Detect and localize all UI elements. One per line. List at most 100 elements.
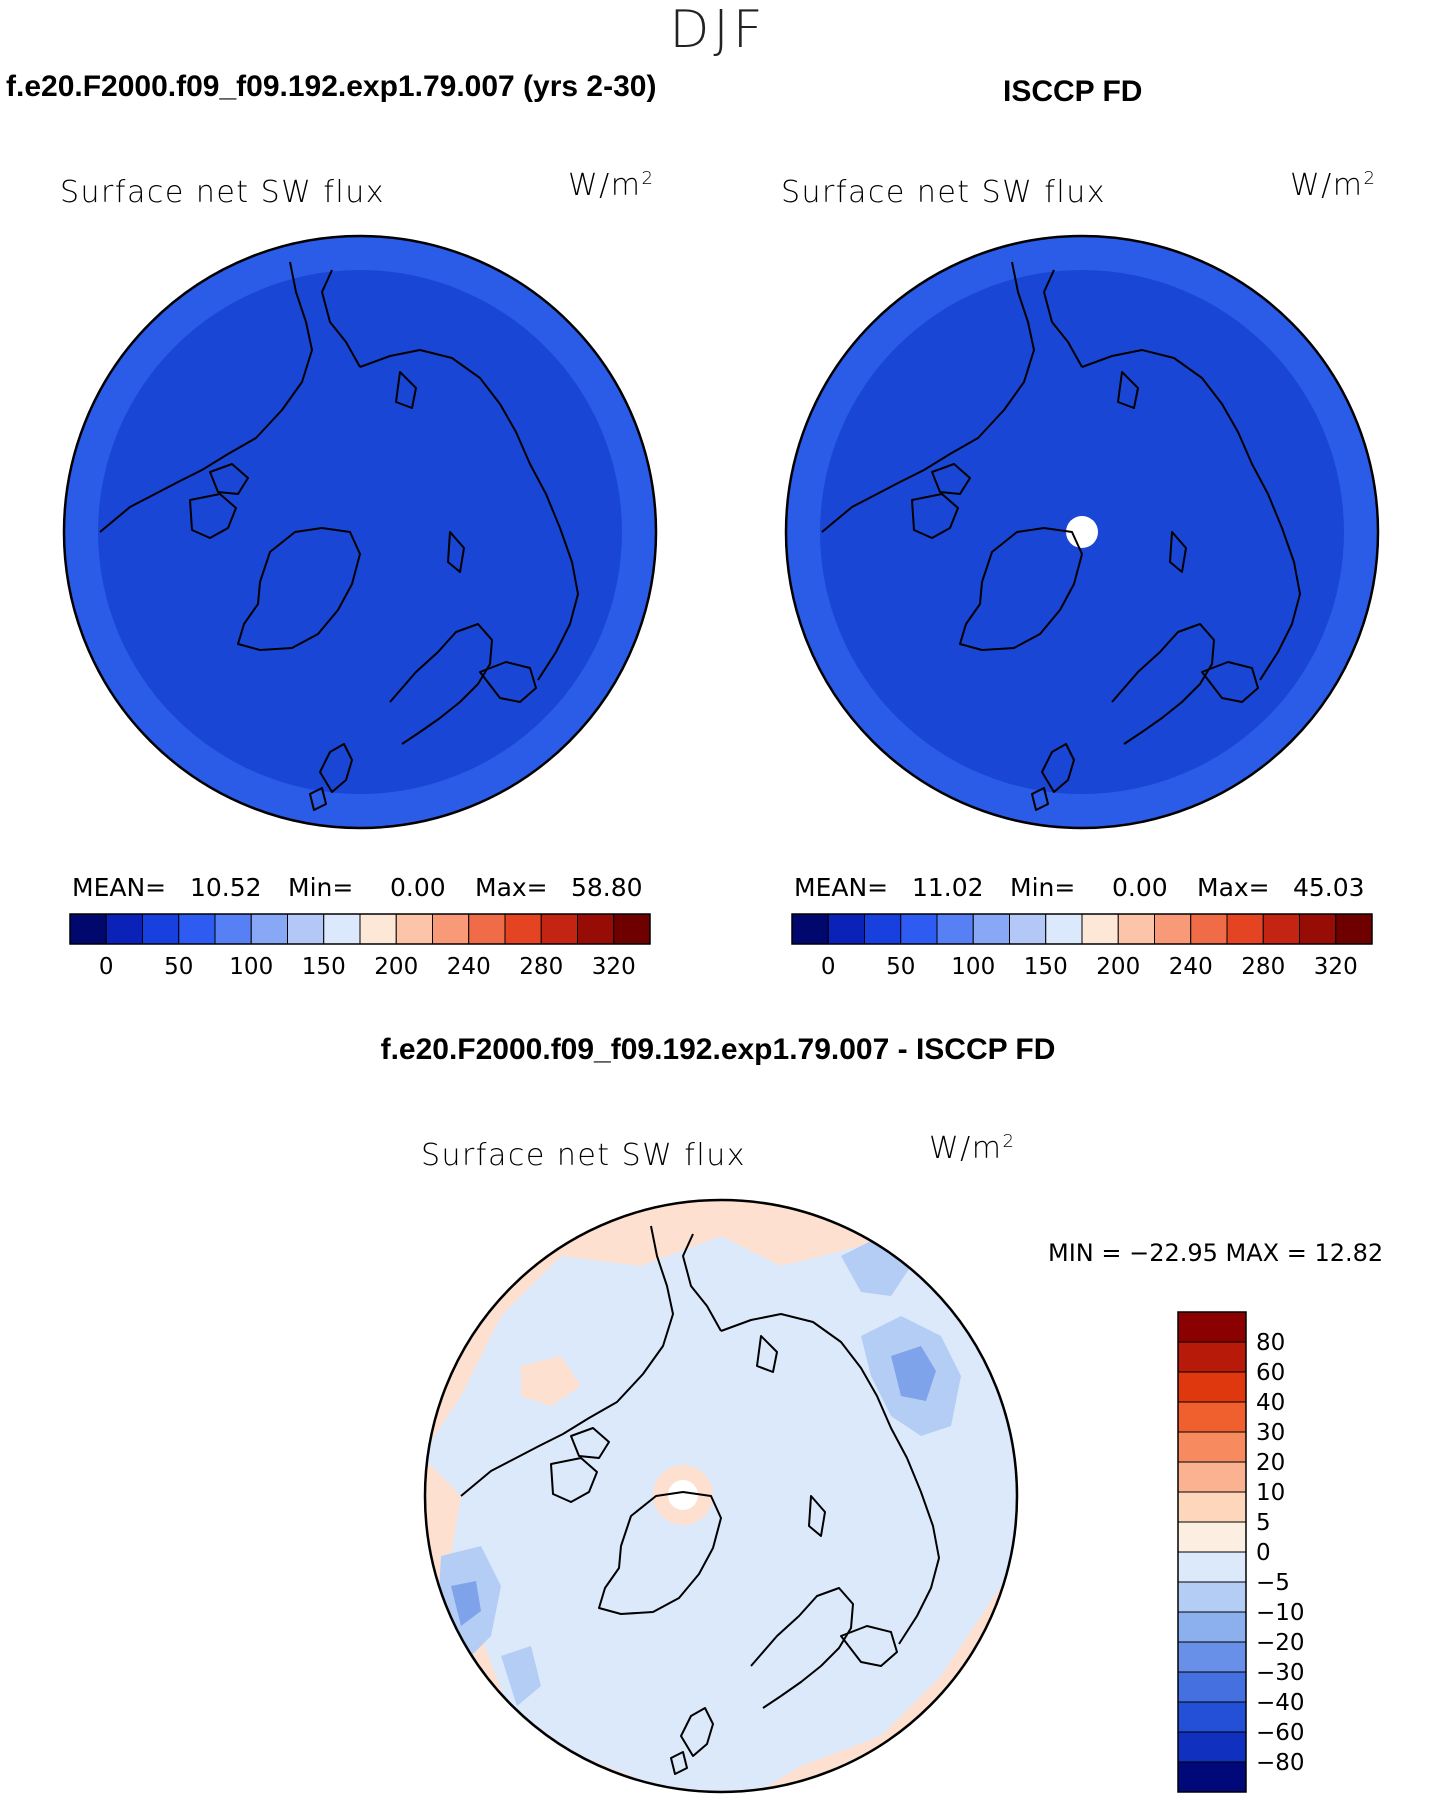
obs-min-value: 0.00 <box>1112 873 1168 902</box>
colorbar-swatch <box>1262 913 1300 945</box>
colorbar-tick-label: 40 <box>1256 1390 1285 1416</box>
coastline <box>670 1751 688 1775</box>
coastline <box>840 1625 898 1667</box>
diff-colorbar: 80 60 40 30 20 10 5 0 −5 −10 −20 −30 −40 −60 −80 <box>1177 1311 1305 1793</box>
model-colorbar: 0 50 100 150 200 240 280 320 <box>69 913 651 980</box>
colorbar-swatch <box>468 913 506 945</box>
coastline <box>821 261 1035 533</box>
colorbar-tick-label: 0 <box>99 954 114 980</box>
coastline <box>321 269 361 368</box>
model-panel-title: f.e20.F2000.f09_f09.192.exp1.79.007 (yrs… <box>6 70 657 103</box>
obs-panel-title: ISCCP FD <box>1003 75 1143 108</box>
colorbar-swatch <box>1226 913 1264 945</box>
coastline <box>1117 371 1139 409</box>
model-min-label: Min= <box>288 873 354 902</box>
coastline <box>682 1233 722 1332</box>
coastline <box>1043 269 1083 368</box>
colorbar-tick-label: 280 <box>1241 954 1285 980</box>
coastline <box>550 1457 598 1503</box>
obs-mean-value: 11.02 <box>912 873 984 902</box>
colorbar-tick-label: 240 <box>1169 954 1213 980</box>
model-mean-label: MEAN= <box>72 873 167 902</box>
colorbar-swatch <box>142 913 180 945</box>
colorbar-swatch <box>1177 1671 1247 1703</box>
colorbar-tick-label: 320 <box>592 954 636 980</box>
diff-negative-region <box>891 1346 936 1401</box>
map-boundary <box>62 234 658 830</box>
colorbar-swatch <box>432 913 470 945</box>
obs-max-label: Max= <box>1197 873 1270 902</box>
colorbar-tick-label: −80 <box>1256 1750 1305 1776</box>
coastline <box>756 1335 778 1373</box>
colorbar-swatch <box>864 913 902 945</box>
colorbar-swatch <box>1177 1491 1247 1523</box>
colorbar-tick-label: 80 <box>1256 1330 1285 1356</box>
colorbar-tick-label: 200 <box>1096 954 1140 980</box>
coastline <box>959 527 1083 651</box>
map-interior-fill <box>98 270 622 794</box>
colorbar-tick-label: −60 <box>1256 1720 1305 1746</box>
colorbar-swatch <box>1177 1431 1247 1463</box>
colorbar-frame <box>791 913 1373 945</box>
coastline <box>808 1495 826 1537</box>
diff-negative-region <box>451 1581 481 1626</box>
obs-variable-label: Surface net SW flux <box>781 175 1106 210</box>
obs-min-label: Min= <box>1010 873 1076 902</box>
model-mean-value: 10.52 <box>190 873 262 902</box>
colorbar-tick-label: −5 <box>1256 1570 1290 1596</box>
colorbar-swatch <box>1335 913 1373 945</box>
coastline <box>720 1313 940 1645</box>
colorbar-swatch <box>214 913 252 945</box>
colorbar-swatch <box>1177 1551 1247 1583</box>
diff-unit-label: W/m2 <box>929 1131 1016 1166</box>
coastline <box>1111 623 1215 745</box>
coastline <box>1031 787 1049 811</box>
colorbar-swatch <box>1045 913 1083 945</box>
coastline <box>447 531 465 573</box>
colorbar-swatch <box>1177 1371 1247 1403</box>
colorbar-swatch <box>791 913 829 945</box>
colorbar-tick-label: −30 <box>1256 1660 1305 1686</box>
colorbar-swatch <box>1154 913 1192 945</box>
coastline <box>1041 743 1075 793</box>
colorbar-swatch <box>1177 1611 1247 1643</box>
coastline <box>1081 349 1301 681</box>
colorbar-swatch <box>504 913 542 945</box>
colorbar-tick-label: 200 <box>374 954 418 980</box>
colorbar-swatch <box>395 913 433 945</box>
colorbar-tick-label: −20 <box>1256 1630 1305 1656</box>
obs-unit-label: W/m2 <box>1290 168 1377 203</box>
colorbar-swatch <box>178 913 216 945</box>
coastline <box>99 261 313 533</box>
map-boundary <box>423 1198 1019 1794</box>
colorbar-tick-label: 5 <box>1256 1510 1271 1536</box>
season-title: DJF <box>669 0 767 60</box>
coastline <box>570 1427 610 1459</box>
model-variable-label: Surface net SW flux <box>60 175 385 210</box>
diff-map <box>423 1198 1019 1794</box>
colorbar-swatch <box>69 913 107 945</box>
colorbar-swatch <box>827 913 865 945</box>
colorbar-tick-label: 50 <box>164 954 193 980</box>
colorbar-swatch <box>1177 1341 1247 1373</box>
map-boundary <box>784 234 1380 830</box>
colorbar-tick-label: 320 <box>1314 954 1358 980</box>
colorbar-swatch <box>1177 1761 1247 1793</box>
obs-mean-label: MEAN= <box>794 873 889 902</box>
coastline <box>359 349 579 681</box>
colorbar-swatch <box>1177 1311 1247 1343</box>
diff-minmax-text: MIN = −22.95 MAX = 12.82 <box>1048 1239 1384 1267</box>
colorbar-tick-label: 0 <box>821 954 836 980</box>
colorbar-swatch <box>1177 1581 1247 1613</box>
colorbar-swatch <box>1177 1731 1247 1763</box>
colorbar-swatch <box>1177 1701 1247 1733</box>
coastline <box>680 1707 714 1757</box>
coastline <box>931 463 971 495</box>
colorbar-swatch <box>577 913 615 945</box>
colorbar-swatch <box>250 913 288 945</box>
diff-variable-label: Surface net SW flux <box>421 1138 746 1173</box>
colorbar-swatch <box>540 913 578 945</box>
colorbar-tick-label: 150 <box>1024 954 1068 980</box>
colorbar-tick-label: −40 <box>1256 1690 1305 1716</box>
coastline <box>395 371 417 409</box>
